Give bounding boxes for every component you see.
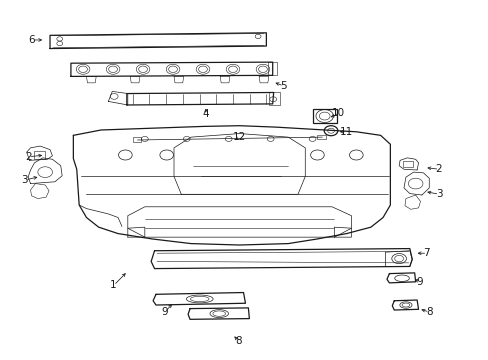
Text: 7: 7 — [423, 248, 429, 258]
Text: 9: 9 — [161, 307, 167, 317]
Text: 1: 1 — [110, 280, 116, 291]
Text: 6: 6 — [28, 35, 35, 45]
Text: 2: 2 — [435, 164, 442, 174]
Text: 8: 8 — [235, 337, 242, 346]
Text: 10: 10 — [331, 108, 345, 118]
Text: 3: 3 — [435, 189, 442, 199]
Bar — [312, 109, 336, 123]
Text: 11: 11 — [339, 127, 352, 137]
Text: 8: 8 — [425, 307, 432, 317]
Text: 12: 12 — [233, 132, 246, 142]
Bar — [268, 93, 279, 105]
Text: 3: 3 — [21, 175, 28, 185]
Bar — [317, 135, 325, 139]
Text: 5: 5 — [280, 81, 286, 91]
Text: 4: 4 — [202, 109, 208, 119]
Bar — [402, 161, 412, 167]
Text: 9: 9 — [415, 277, 422, 287]
Bar — [34, 151, 45, 158]
Bar — [132, 138, 141, 142]
Text: 2: 2 — [25, 152, 31, 162]
Bar — [267, 62, 276, 75]
